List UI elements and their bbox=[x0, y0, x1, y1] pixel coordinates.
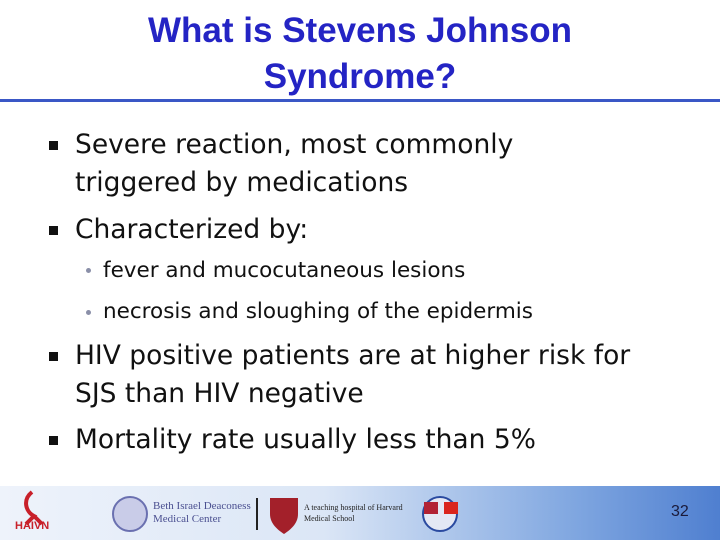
bullet-marker bbox=[49, 436, 58, 445]
haivn-ribbon bbox=[24, 490, 44, 526]
bidmc-seal bbox=[112, 496, 148, 532]
bullet-text: Characterized by: bbox=[75, 214, 309, 245]
bullet-text: Severe reaction, most commonly triggered… bbox=[75, 129, 514, 198]
sub-bullet-marker bbox=[86, 310, 91, 315]
sub-bullet-text: fever and mucocutaneous lesions bbox=[103, 258, 466, 283]
title-rule bbox=[0, 99, 720, 102]
bidmc-logo-text: Beth Israel Deaconess Medical Center bbox=[153, 500, 251, 525]
bullet-marker bbox=[49, 352, 58, 361]
flag-us bbox=[424, 502, 438, 514]
bullet-marker bbox=[49, 226, 58, 235]
sub-bullet-text: necrosis and sloughing of the epidermis bbox=[103, 299, 533, 324]
footer-logos bbox=[24, 490, 458, 534]
bullet-text: Mortality rate usually less than 5% bbox=[75, 424, 536, 455]
flag-vn bbox=[444, 502, 458, 514]
bullet-text: HIV positive patients are at higher risk… bbox=[75, 340, 631, 409]
sub-bullet-marker bbox=[86, 268, 91, 273]
slide-title: What is Stevens Johnson Syndrome? bbox=[148, 11, 572, 96]
footer-bar: HAIVN Beth Israel Deaconess Medical Cent… bbox=[0, 486, 720, 540]
harvard-shield bbox=[270, 498, 298, 534]
haivn-logo-text: HAIVN bbox=[15, 520, 50, 532]
harvard-logo-text: A teaching hospital of Harvard Medical S… bbox=[304, 503, 403, 523]
page-number: 32 bbox=[671, 503, 689, 520]
bullet-marker bbox=[49, 141, 58, 150]
